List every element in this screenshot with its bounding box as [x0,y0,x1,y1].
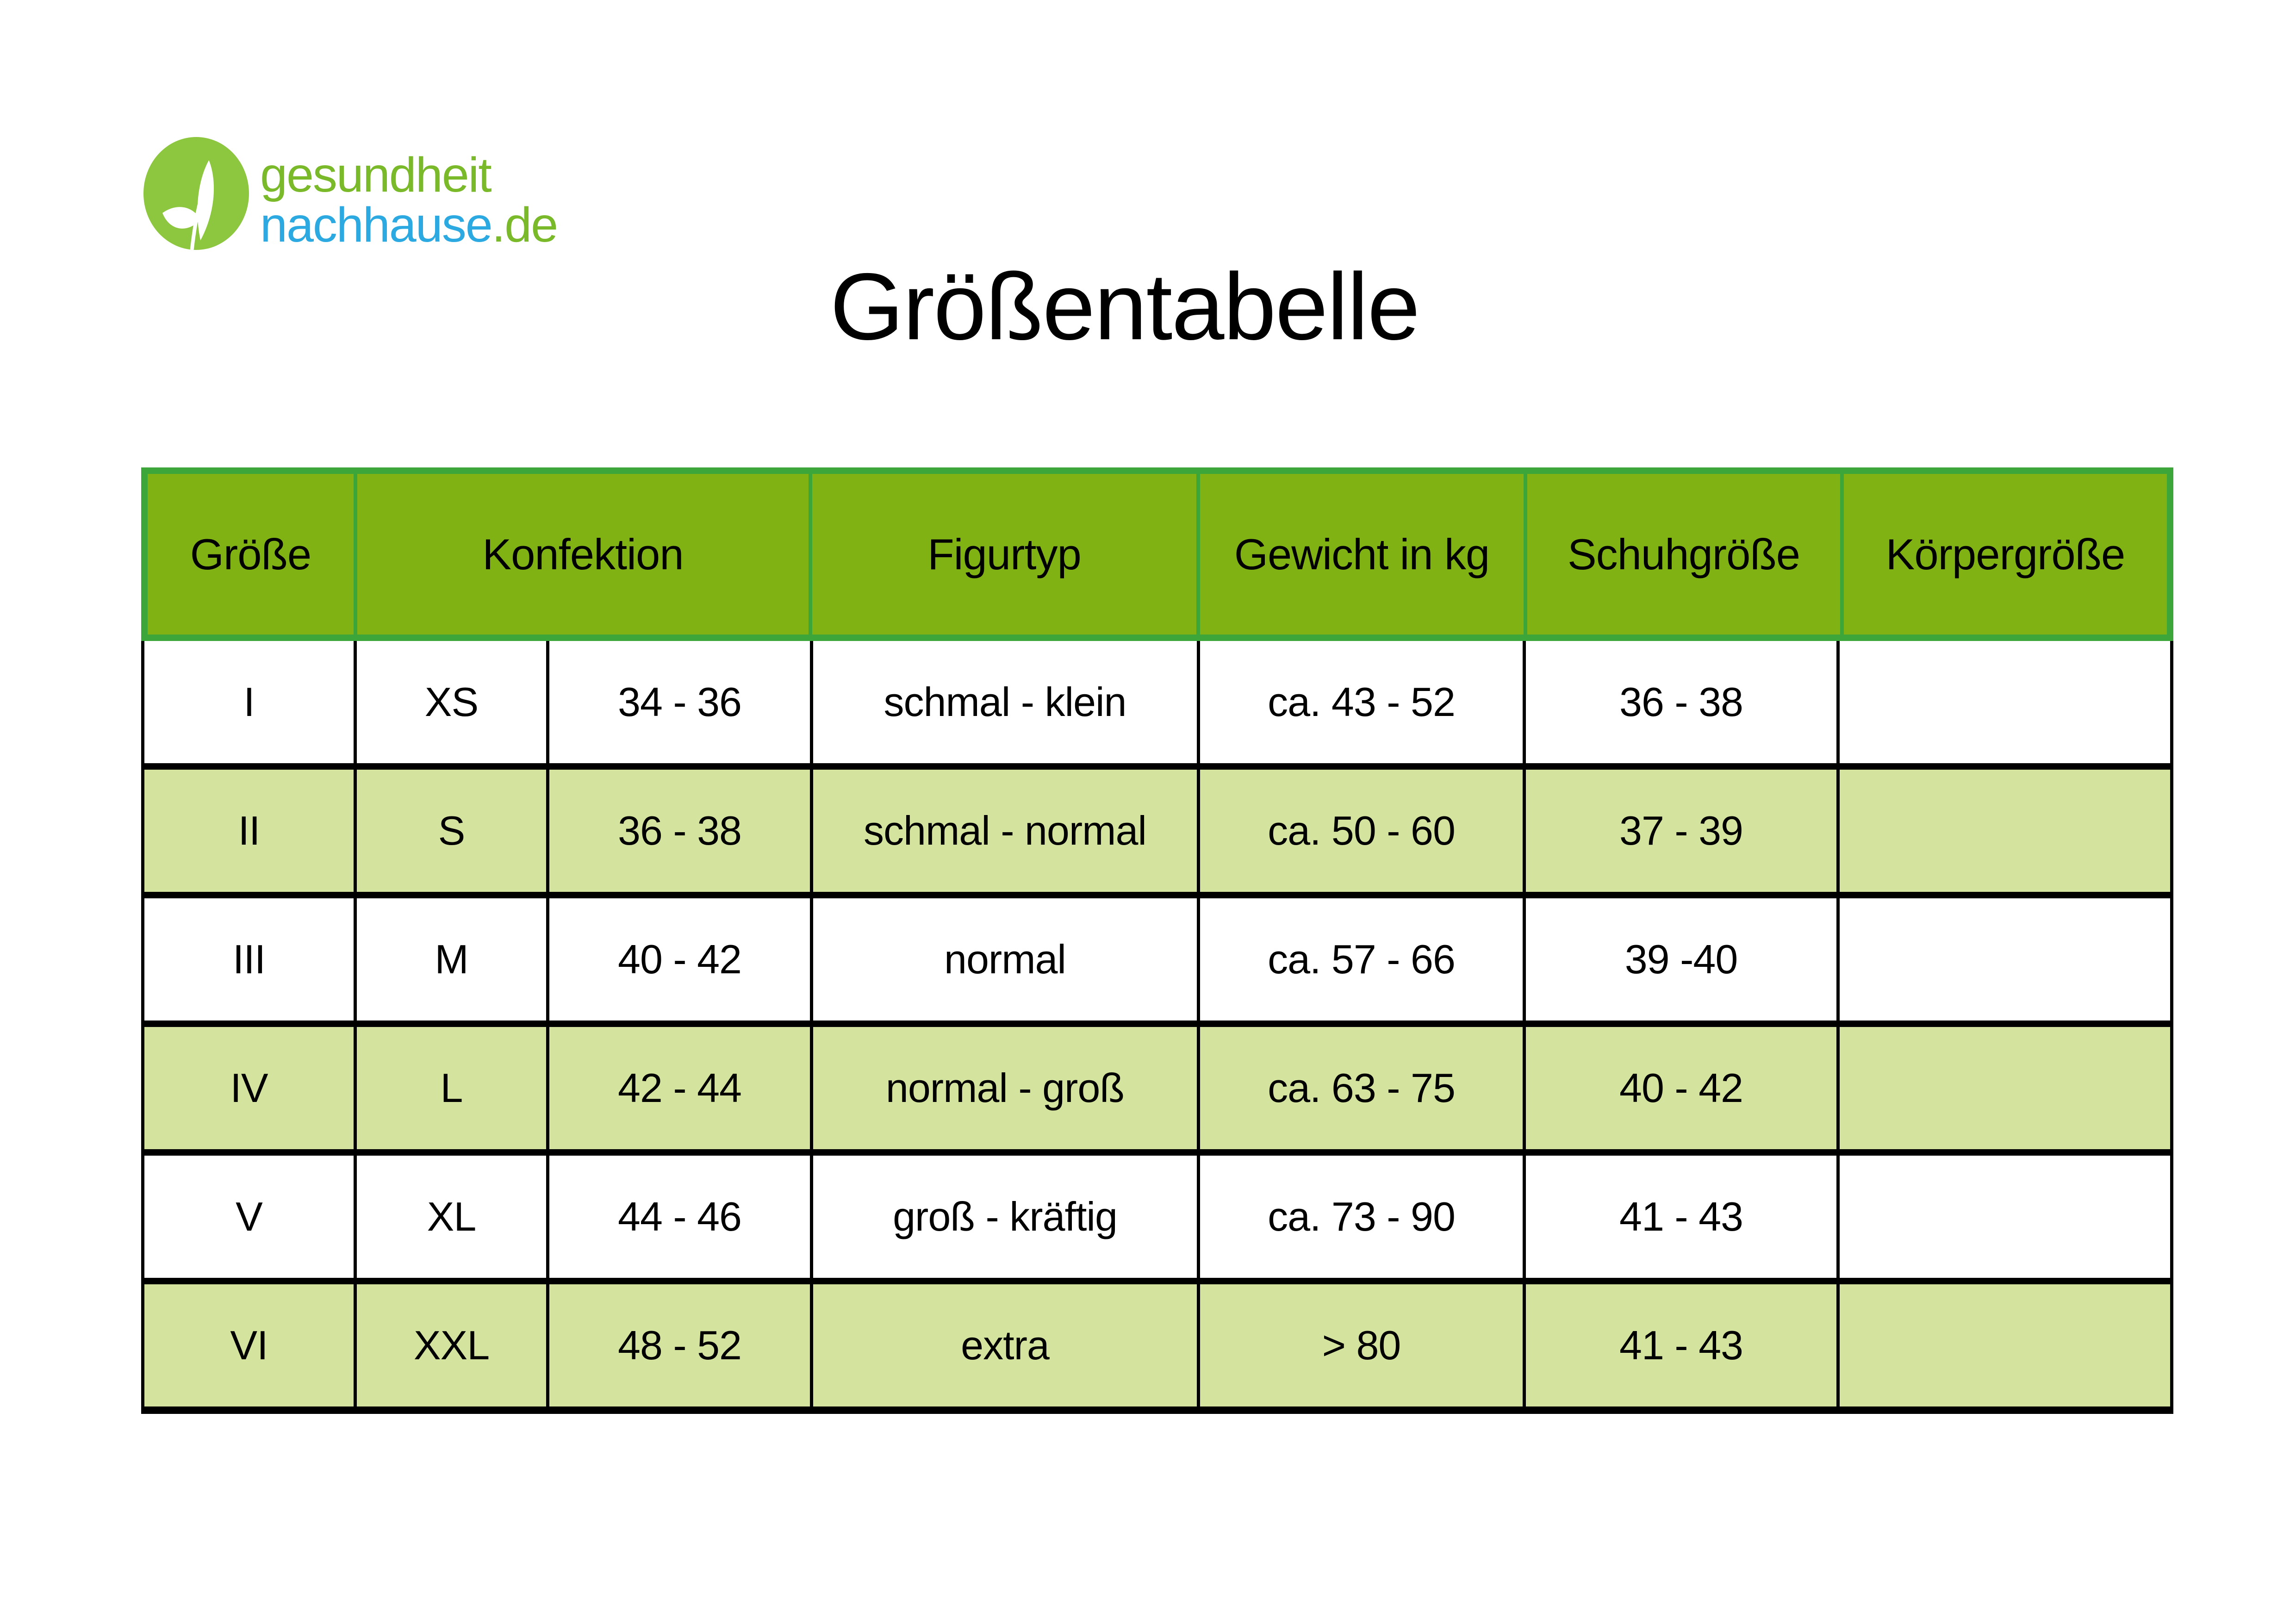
cell-gewicht: ca. 63 - 75 [1200,1027,1523,1149]
cell-groesse: I [144,641,354,763]
cell-figurtyp: groß - kräftig [813,1156,1197,1278]
table-header-row: Größe Konfektion Figurtyp Gewicht in kg … [141,467,2173,641]
col-header-groesse: Größe [148,474,354,635]
cell-koerpergroesse [1840,898,2170,1021]
cell-gewicht: ca. 73 - 90 [1200,1156,1523,1278]
cell-koerpergroesse [1840,1284,2170,1406]
cell-gewicht: ca. 57 - 66 [1200,898,1523,1021]
cell-schuhgroesse: 39 -40 [1526,898,1836,1021]
logo-text-gesundheit: gesundheit [260,148,492,202]
cell-gewicht: ca. 50 - 60 [1200,770,1523,892]
cell-schuhgroesse: 36 - 38 [1526,641,1836,763]
cell-konfektion-range: 44 - 46 [549,1156,810,1278]
col-header-figurtyp: Figurtyp [812,474,1196,635]
cell-konfektion-range: 36 - 38 [549,770,810,892]
cell-koerpergroesse [1840,1027,2170,1149]
table-row: VI XXL 48 - 52 extra > 80 41 - 43 [144,1284,2170,1406]
cell-groesse: V [144,1156,354,1278]
cell-figurtyp: schmal - klein [813,641,1197,763]
logo-text-nachhause-de: nachhause.de [260,198,558,252]
logo-text: gesundheit nachhause.de [260,148,558,252]
cell-konfektion-size: L [357,1027,546,1149]
cell-konfektion-range: 48 - 52 [549,1284,810,1406]
col-header-schuhgroesse: Schuhgröße [1527,474,1840,635]
cell-groesse: IV [144,1027,354,1149]
table-row: II S 36 - 38 schmal - normal ca. 50 - 60… [144,770,2170,898]
table-body: I XS 34 - 36 schmal - klein ca. 43 - 52 … [141,641,2173,1414]
cell-groesse: III [144,898,354,1021]
cell-gewicht: > 80 [1200,1284,1523,1406]
cell-konfektion-size: M [357,898,546,1021]
cell-groesse: II [144,770,354,892]
cell-figurtyp: normal [813,898,1197,1021]
logo-leaf-icon [143,137,249,250]
cell-schuhgroesse: 41 - 43 [1526,1284,1836,1406]
size-table: Größe Konfektion Figurtyp Gewicht in kg … [141,467,2173,1414]
col-header-konfektion: Konfektion [357,474,809,635]
cell-konfektion-size: S [357,770,546,892]
logo-text-nachhause: nachhause [260,198,493,252]
table-row: IV L 42 - 44 normal - groß ca. 63 - 75 4… [144,1027,2170,1156]
cell-figurtyp: extra [813,1284,1197,1406]
cell-schuhgroesse: 37 - 39 [1526,770,1836,892]
cell-schuhgroesse: 41 - 43 [1526,1156,1836,1278]
col-header-koerpergroesse: Körpergröße [1844,474,2167,635]
cell-konfektion-range: 34 - 36 [549,641,810,763]
cell-koerpergroesse [1840,770,2170,892]
cell-gewicht: ca. 43 - 52 [1200,641,1523,763]
table-row: V XL 44 - 46 groß - kräftig ca. 73 - 90 … [144,1156,2170,1284]
col-header-gewicht: Gewicht in kg [1200,474,1524,635]
cell-konfektion-size: XXL [357,1284,546,1406]
logo: gesundheit nachhause.de [143,137,558,250]
cell-figurtyp: schmal - normal [813,770,1197,892]
cell-koerpergroesse [1840,641,2170,763]
table-row: I XS 34 - 36 schmal - klein ca. 43 - 52 … [144,641,2170,770]
cell-figurtyp: normal - groß [813,1027,1197,1149]
cell-konfektion-range: 42 - 44 [549,1027,810,1149]
cell-konfektion-range: 40 - 42 [549,898,810,1021]
cell-groesse: VI [144,1284,354,1406]
page-title: Größentabelle [830,254,1420,360]
cell-konfektion-size: XS [357,641,546,763]
cell-schuhgroesse: 40 - 42 [1526,1027,1836,1149]
cell-konfektion-size: XL [357,1156,546,1278]
table-row: III M 40 - 42 normal ca. 57 - 66 39 -40 [144,898,2170,1027]
logo-text-de-suffix: .de [492,198,558,252]
cell-koerpergroesse [1840,1156,2170,1278]
